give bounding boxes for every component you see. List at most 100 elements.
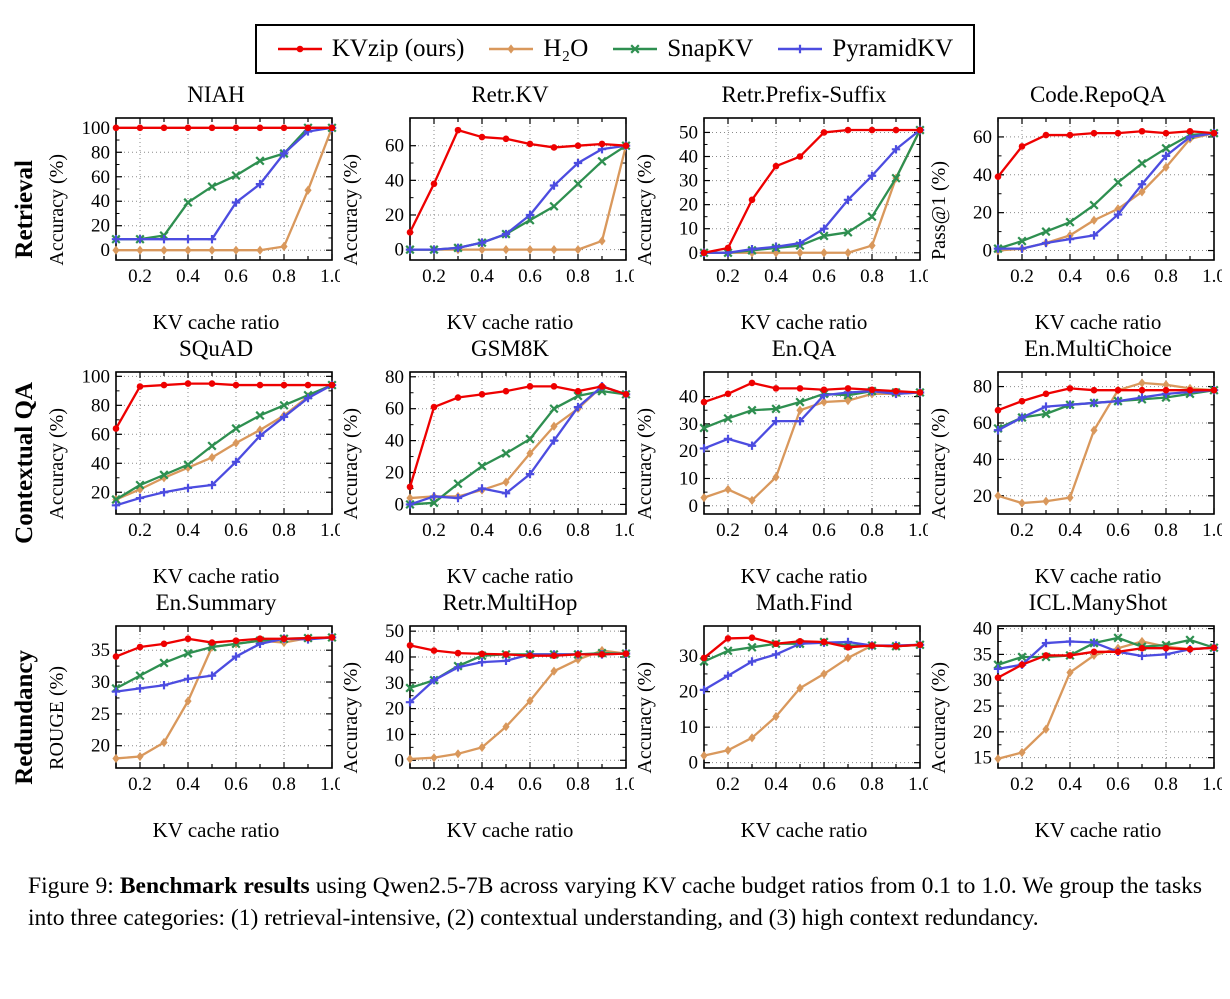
svg-text:20: 20 [679, 441, 698, 462]
chart-title: SQuAD [178, 336, 254, 361]
chart-plot: 0.2 0.4 0.6 0.8 1.0 0 10 20 30 40 50 [385, 621, 634, 795]
y-axis-label-text: Accuracy (%) [339, 154, 362, 266]
y-axis-label: Pass@1 (%) [928, 110, 950, 310]
svg-text:0.2: 0.2 [422, 520, 446, 541]
legend-item: H₂O [488, 35, 588, 63]
caption-bold-title: Benchmark results [119, 873, 310, 899]
svg-text:1.0: 1.0 [908, 774, 928, 795]
svg-text:60: 60 [91, 424, 110, 445]
figure-page: KVzip (ours) H₂O SnapKV PyramidKV Retrie… [0, 24, 1230, 935]
row-redundancy: Redundancy En.Summary ROUGE (%) 0.2 0.4 0.6 0… [4, 590, 1230, 844]
plot-wrap: Accuracy (%) 0.2 0.4 0.6 0.8 1.0 20 40 60 80 [928, 364, 1222, 564]
chart-title: En.QA [771, 336, 837, 361]
svg-text:80: 80 [385, 367, 404, 388]
chart-plot: 0.2 0.4 0.6 0.8 1.0 0 20 40 60 [385, 117, 634, 287]
svg-text:35: 35 [91, 640, 110, 661]
svg-text:1.0: 1.0 [320, 520, 340, 541]
plot-wrap: Accuracy (%) 0.2 0.4 0.6 0.8 1.0 0 10 20 30 [634, 618, 928, 818]
y-axis-label-text: Accuracy (%) [339, 408, 362, 520]
svg-text:0: 0 [101, 240, 111, 261]
svg-text:0.8: 0.8 [860, 774, 884, 795]
line-x-marker-icon [613, 44, 658, 54]
plot-wrap: Accuracy (%) 0.2 0.4 0.6 0.8 1.0 0 10 20 30 40 [634, 364, 928, 564]
svg-text:20: 20 [385, 463, 404, 484]
row-label: Redundancy [4, 590, 46, 844]
svg-text:0: 0 [395, 750, 405, 771]
row-label-text: Contextual QA [11, 382, 38, 544]
svg-text:0.8: 0.8 [566, 774, 590, 795]
chart-gsm8k: GSM8K Accuracy (%) 0.2 0.4 0.6 0.8 1.0 0 20 40 60 8… [339, 336, 635, 590]
row-contextual-qa: Contextual QA SQuAD Accuracy (%) 0.2 0.4 0.6… [4, 336, 1230, 590]
svg-text:0.2: 0.2 [716, 266, 740, 287]
svg-text:10: 10 [679, 219, 698, 240]
x-axis-label: KV cache ratio [740, 564, 868, 588]
chart-plot: 0.2 0.4 0.6 0.8 1.0 0 20 40 60 [973, 117, 1222, 287]
legend-box: KVzip (ours) H₂O SnapKV PyramidKV [254, 24, 976, 74]
svg-text:0.2: 0.2 [422, 774, 446, 795]
y-axis-label-text: Accuracy (%) [927, 662, 950, 774]
legend-label: KVzip (ours) [331, 35, 465, 62]
chart-plot: 0.2 0.4 0.6 0.8 1.0 0 10 20 30 40 50 [679, 117, 928, 287]
svg-text:20: 20 [973, 486, 992, 507]
y-axis-label-text: Accuracy (%) [633, 662, 656, 774]
legend-item: KVzip (ours) [277, 35, 465, 63]
svg-text:30: 30 [679, 646, 698, 667]
row-strip: En.Summary ROUGE (%) 0.2 0.4 0.6 0.8 1.0 20 25 30… [46, 590, 1223, 844]
svg-text:0.6: 0.6 [1106, 266, 1130, 287]
chart-retr-prefix-suffix: Retr.Prefix-Suffix Accuracy (%) 0.2 0.4 0.6 0… [634, 82, 929, 336]
y-axis-label: ROUGE (%) [46, 618, 68, 818]
caption-text: using Qwen2.5-7B across varying KV cache… [28, 873, 1202, 932]
y-axis-label-text: Pass@1 (%) [927, 160, 950, 260]
svg-text:0.6: 0.6 [812, 774, 836, 795]
legend-label: SnapKV [667, 35, 754, 62]
svg-text:60: 60 [385, 136, 404, 157]
svg-text:30: 30 [679, 414, 698, 435]
chart-plot: 0.2 0.4 0.6 0.8 1.0 0 10 20 30 [679, 625, 928, 795]
svg-text:0: 0 [395, 240, 405, 261]
svg-text:30: 30 [973, 670, 992, 691]
svg-text:0.4: 0.4 [176, 520, 200, 541]
svg-text:0.2: 0.2 [128, 266, 152, 287]
svg-text:50: 50 [679, 122, 698, 143]
chart-code-repoqa: Code.RepoQA Pass@1 (%) 0.2 0.4 0.6 0.8 1.0 0 20 4… [928, 82, 1223, 336]
chart-plot: 0.2 0.4 0.6 0.8 1.0 20 25 30 35 [91, 625, 340, 795]
svg-text:40: 40 [91, 191, 110, 212]
chart-title: Math.Find [755, 590, 853, 615]
y-axis-label: Accuracy (%) [928, 618, 950, 818]
row-strip: NIAH Accuracy (%) 0.2 0.4 0.6 0.8 1.0 0 20 40 60 80… [46, 82, 1223, 336]
svg-text:0.4: 0.4 [764, 266, 788, 287]
x-axis-label: KV cache ratio [1034, 818, 1162, 842]
svg-text:80: 80 [91, 395, 110, 416]
x-axis-label: KV cache ratio [152, 310, 280, 334]
x-axis-label: KV cache ratio [740, 818, 868, 842]
svg-text:40: 40 [385, 170, 404, 191]
chart-title: Code.RepoQA [1029, 82, 1167, 107]
svg-text:0: 0 [689, 243, 699, 264]
chart-plot: 0.2 0.4 0.6 0.8 1.0 0 20 40 60 80 100 [82, 117, 340, 287]
chart-math-find: Math.Find Accuracy (%) 0.2 0.4 0.6 0.8 1.0 0 10 2… [634, 590, 929, 844]
row-retrieval: Retrieval NIAH Accuracy (%) 0.2 0.4 0.6 0.8 1.… [4, 82, 1230, 336]
svg-text:1.0: 1.0 [908, 520, 928, 541]
svg-text:0.2: 0.2 [128, 520, 152, 541]
chart-niah: NIAH Accuracy (%) 0.2 0.4 0.6 0.8 1.0 0 20 40 60 80… [46, 82, 341, 336]
x-axis-label: KV cache ratio [740, 310, 868, 334]
svg-text:1.0: 1.0 [320, 266, 340, 287]
svg-text:0.8: 0.8 [566, 520, 590, 541]
svg-text:0.4: 0.4 [1058, 520, 1082, 541]
x-axis-label: KV cache ratio [152, 564, 280, 588]
svg-text:30: 30 [91, 672, 110, 693]
svg-text:0.8: 0.8 [272, 774, 296, 795]
x-axis-label: KV cache ratio [152, 818, 280, 842]
svg-text:0.6: 0.6 [224, 266, 248, 287]
chart-en-summary: En.Summary ROUGE (%) 0.2 0.4 0.6 0.8 1.0 20 25 30… [46, 590, 341, 844]
svg-text:0: 0 [689, 496, 699, 517]
line-diamond-marker-icon [489, 44, 534, 54]
legend-wrap: KVzip (ours) H₂O SnapKV PyramidKV [0, 24, 1230, 74]
y-axis-label-text: Accuracy (%) [45, 408, 68, 520]
chart-retr-multihop: Retr.MultiHop Accuracy (%) 0.2 0.4 0.6 0.8 1.0… [340, 590, 635, 844]
svg-text:0.8: 0.8 [860, 520, 884, 541]
svg-text:40: 40 [679, 147, 698, 168]
y-axis-label: Accuracy (%) [928, 364, 950, 564]
svg-text:1.0: 1.0 [614, 266, 634, 287]
svg-text:0.8: 0.8 [1154, 520, 1178, 541]
